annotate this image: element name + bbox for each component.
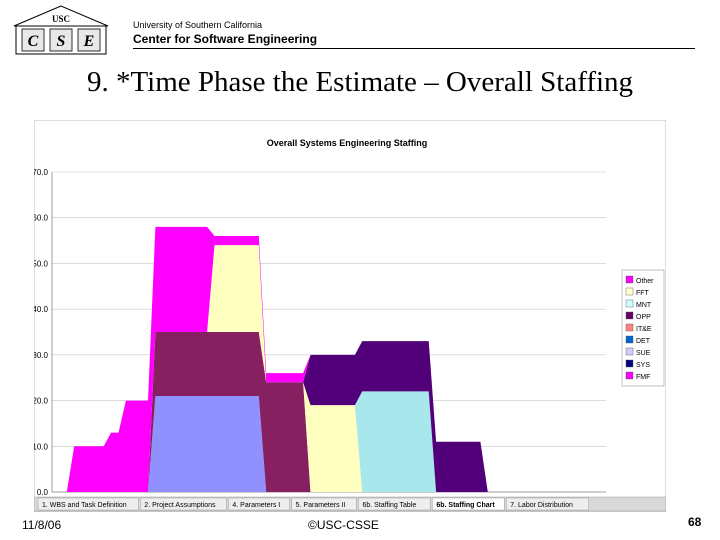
logo-letter-c: C [28,33,39,50]
logo-letter-s: S [57,33,66,50]
legend-swatch [625,299,634,308]
sheet-tab[interactable]: 2. Project Assumptions [140,497,227,511]
page-number: 68 [688,515,702,529]
legend-entry: MNT [636,302,652,309]
legend-swatch [625,311,634,320]
area-series-fft [52,245,606,492]
footer-date: 11/8/06 [22,518,62,532]
y-tick-label: 10.0 [34,442,49,451]
y-tick-label: 60.0 [34,214,49,223]
legend-swatch [625,359,634,368]
sheet-tab-label: 2. Project Assumptions [144,502,216,509]
area-series-it-e [52,245,606,492]
legend-swatch [625,323,634,332]
chart-areas [52,226,606,492]
y-tick-label: 70.0 [34,168,49,177]
sheet-tab-box [358,497,431,511]
legend-entry: SYS [636,362,650,369]
y-tick-label: 0.0 [37,488,49,497]
y-tick-label: 50.0 [34,259,49,268]
chart-gridlines [51,171,606,493]
sheet-tab-box [228,497,290,511]
sheet-tab[interactable]: 6b. Staffing Chart [432,497,505,511]
chart-title: Overall Systems Engineering Staffing [267,138,428,148]
sheet-tab-box [37,497,139,511]
legend-swatch [625,371,634,380]
sheet-tab-bar: 1. WBS and Task Definition 2. Project Ass… [34,496,666,512]
sheet-tab-label: 1. WBS and Task Definition [42,502,127,509]
sheet-tab[interactable]: 4. Parameters I [228,497,290,511]
legend-entry: Other [636,278,654,285]
legend-entry: OPP [636,314,651,321]
sheet-tab-box [506,497,590,511]
y-tick-label: 20.0 [34,397,49,406]
institution-name: University of Southern California [133,20,263,30]
slide-title: 9. *Time Phase the Estimate – Overall St… [86,66,634,98]
csse-logo: USC C S E [13,5,109,55]
sheet-tab-box [432,497,505,511]
sheet-tab[interactable]: 7. Labor Distribution [506,497,590,511]
legend-swatch [625,287,634,296]
y-tick-label: 40.0 [34,305,49,314]
legend-entry: FFT [636,290,650,297]
legend-swatch [625,275,634,284]
sheet-tab-label: 6b. Staffing Chart [436,502,495,509]
legend-entry: SUE [636,350,651,357]
sheet-tab[interactable]: 5. Parameters II [291,497,357,511]
staffing-chart: Overall Systems Engineering Staffing 0.0… [34,120,666,512]
center-name: Center for Software Engineering [133,32,318,46]
legend-entry: FMF [636,374,650,381]
legend-entry: DET [636,338,651,345]
legend-swatch [625,335,634,344]
area-series-other [52,226,606,492]
y-tick-labels: 0.0 10.0 20.0 30.0 40.0 50.0 60.0 70.0 [34,168,49,497]
logo-letter-e: E [83,33,95,50]
sheet-tab-box [140,497,227,511]
sheet-tab[interactable]: 1. WBS and Task Definition [37,497,139,511]
chart-legend: Other FFT MNT OPP IT&E DET SUE SYS FMF [621,269,665,387]
logo-mark: USC [52,14,70,24]
sheet-tab-label: 6b. Staffing Table [362,502,416,509]
y-tick-label: 30.0 [34,351,49,360]
header-divider [133,48,695,49]
legend-entry: IT&E [636,326,652,333]
footer-copyright: ©USC-CSSE [308,518,379,532]
sheet-tab[interactable]: 6b. Staffing Table [358,497,431,511]
sheet-tab-box [291,497,357,511]
sheet-tab-label: 4. Parameters I [232,502,280,509]
area-series-sue [52,396,606,492]
sheet-tab-label: 5. Parameters II [296,502,346,509]
legend-swatch [625,347,634,356]
area-series-opp [52,332,606,492]
sheet-tab-label: 7. Labor Distribution [510,502,573,509]
